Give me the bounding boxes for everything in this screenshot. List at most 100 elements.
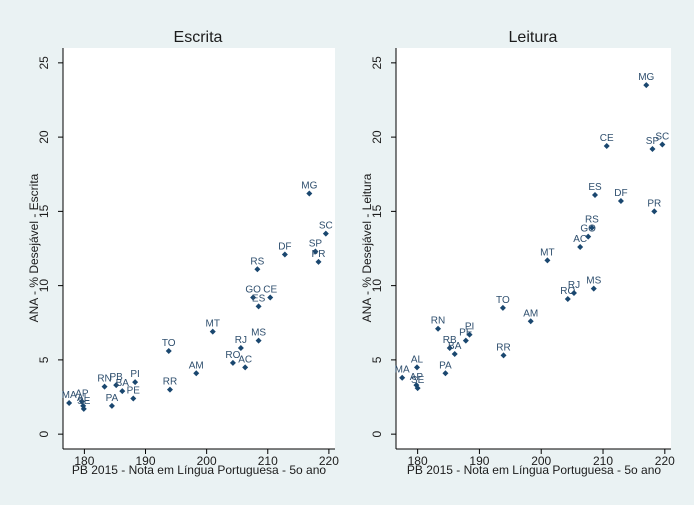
data-point-marker <box>209 328 216 335</box>
x-tick-label: 180 <box>74 454 94 468</box>
data-point-marker <box>617 197 624 204</box>
panel-title: Escrita <box>174 29 223 46</box>
data-point-label: SE <box>77 396 91 407</box>
data-point-marker <box>499 304 506 311</box>
data-point-marker <box>564 295 571 302</box>
data-point-label: AP <box>410 372 424 383</box>
data-point-marker <box>255 337 262 344</box>
x-tick-label: 220 <box>319 454 339 468</box>
y-tick-label: 20 <box>37 130 51 144</box>
data-point-label: SP <box>309 238 323 249</box>
x-tick-label: 220 <box>655 454 675 468</box>
data-point-label: PI <box>465 322 474 333</box>
x-axis-label: PB 2015 - Nota em Língua Portuguesa - 5o… <box>72 463 326 477</box>
y-tick-label: 25 <box>370 56 384 70</box>
data-point-marker <box>254 266 261 273</box>
data-point-label: RR <box>163 377 177 388</box>
x-ticks: 180 190 200 210 220 <box>408 449 675 468</box>
data-point-label: SE <box>411 375 425 386</box>
data-point-marker <box>108 402 115 409</box>
x-tick-label: 190 <box>469 454 489 468</box>
data-point-marker <box>649 145 656 152</box>
data-point-label: ES <box>252 293 266 304</box>
x-ticks: 180 190 200 210 220 <box>74 449 339 468</box>
x-tick-label: 210 <box>258 454 278 468</box>
data-point-label: RN <box>431 316 445 327</box>
data-point-marker <box>267 294 274 301</box>
data-point-label: AM <box>189 360 204 371</box>
x-tick-label: 200 <box>531 454 551 468</box>
data-point-label: PR <box>312 249 326 260</box>
data-point-label: MT <box>540 247 554 258</box>
plot-area <box>63 48 335 449</box>
data-point-label: RN <box>97 374 111 385</box>
data-point-marker <box>462 337 469 344</box>
data-point-label: RJ <box>235 335 247 346</box>
data-point-marker <box>588 224 595 231</box>
data-point-marker <box>643 82 650 89</box>
data-point-marker <box>229 359 236 366</box>
y-tick-label: 0 <box>370 430 384 437</box>
data-point-label: RS <box>250 256 264 267</box>
data-point-label: BA <box>116 378 130 389</box>
data-point-marker <box>414 385 421 392</box>
x-tick-label: 210 <box>593 454 613 468</box>
data-point-marker <box>132 379 139 386</box>
y-axis-label: ANA - % Desejável - Leitura <box>360 173 374 322</box>
data-point-marker <box>544 257 551 264</box>
y-tick-label: 20 <box>370 130 384 144</box>
data-point-label: BA <box>448 341 462 352</box>
data-point-label: MT <box>206 319 220 330</box>
plot-area <box>396 48 671 449</box>
data-point-marker <box>255 303 262 310</box>
data-point-marker <box>80 405 87 412</box>
x-tick-label: 200 <box>197 454 217 468</box>
data-point-label: AM <box>523 308 538 319</box>
data-point-marker <box>527 318 534 325</box>
data-point-label: MG <box>301 181 317 192</box>
data-point-marker <box>500 352 507 359</box>
x-axis-label: PB 2015 - Nota em Língua Portuguesa - 5o… <box>407 463 661 477</box>
data-point-label: SC <box>655 132 669 143</box>
data-point-label: RJ <box>568 280 580 291</box>
data-point-label: RS <box>585 215 599 226</box>
data-point-marker <box>101 383 108 390</box>
data-point-label: RO <box>560 286 575 297</box>
data-point-marker <box>113 382 120 389</box>
data-point-marker <box>312 248 319 255</box>
x-tick-label: 180 <box>408 454 428 468</box>
data-point-marker <box>590 285 597 292</box>
data-point-marker <box>166 386 173 393</box>
data-point-marker <box>315 258 322 265</box>
data-point-label: TO <box>496 295 510 306</box>
data-point-label: SC <box>319 221 333 232</box>
data-point-label: MA <box>395 365 410 376</box>
data-point-marker <box>570 290 577 297</box>
data-point-label: MA <box>62 390 77 401</box>
data-point-label: GO <box>245 285 261 296</box>
data-point-marker <box>66 399 73 406</box>
data-point-marker <box>451 350 458 357</box>
data-point-marker <box>399 374 406 381</box>
y-axis-label: ANA - % Desejável - Escrita <box>27 173 41 322</box>
data-point-marker <box>446 345 453 352</box>
data-point-label: AC <box>238 354 252 365</box>
data-point-label: GO <box>580 224 596 235</box>
data-point-label: SP <box>646 136 660 147</box>
y-tick-label: 5 <box>370 356 384 363</box>
data-point-marker <box>651 208 658 215</box>
data-point-label: PR <box>647 198 661 209</box>
data-point-marker <box>591 192 598 199</box>
data-point-marker <box>78 398 85 405</box>
data-point-label: AL <box>77 393 90 404</box>
data-point-marker <box>306 190 313 197</box>
data-point-label: RR <box>496 342 510 353</box>
panel-title: Leitura <box>509 29 558 46</box>
data-point-label: RO <box>225 350 240 361</box>
y-tick-label: 25 <box>37 56 51 70</box>
data-point-marker <box>442 370 449 377</box>
